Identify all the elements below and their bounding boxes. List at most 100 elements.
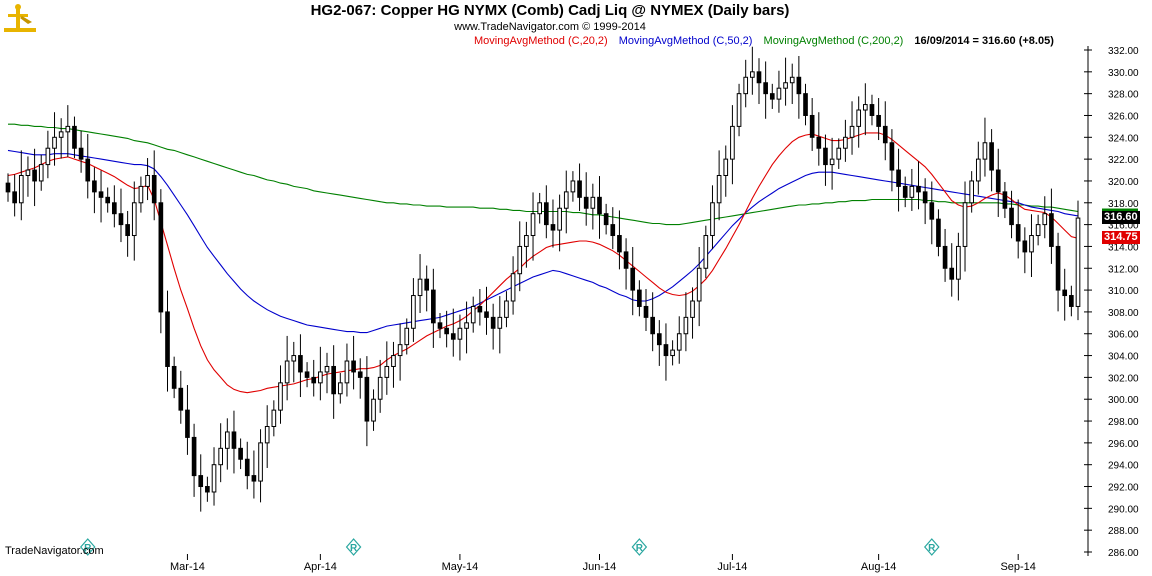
legend-ma20: MovingAvgMethod (C,20,2) — [474, 35, 608, 47]
candle-down — [769, 93, 775, 100]
legend-ma200: MovingAvgMethod (C,200,2) — [763, 35, 904, 47]
legend: MovingAvgMethod (C,20,2) MovingAvgMethod… — [474, 35, 1062, 47]
candle-down — [763, 82, 768, 95]
candle-down — [98, 191, 104, 198]
ma20-value-badge: 314.75 — [1102, 231, 1140, 245]
candle-down — [364, 376, 370, 422]
y-tick-label: 306.00 — [1108, 330, 1139, 341]
candle-down — [1002, 191, 1008, 209]
roll-marker-label: R — [928, 543, 936, 554]
candle-down — [603, 213, 609, 226]
x-tick-label: Apr-14 — [304, 561, 337, 573]
y-tick-label: 286.00 — [1108, 548, 1139, 559]
candle-up — [284, 360, 290, 384]
candle-up — [397, 344, 403, 357]
candle-up — [1035, 224, 1041, 237]
x-tick-label: Mar-14 — [170, 561, 205, 573]
candle-up — [65, 125, 71, 133]
candle-down — [477, 305, 483, 313]
y-tick-label: 320.00 — [1108, 177, 1139, 188]
x-axis: Mar-14 Apr-14 May-14 Jun-14 Jul-14 Aug-14 Sep-… — [170, 554, 1036, 573]
roll-marker-icon — [345, 538, 362, 556]
candle-down — [191, 436, 197, 477]
candle-up — [318, 371, 323, 384]
candle-down — [178, 387, 184, 411]
y-tick-label: 330.00 — [1108, 68, 1139, 79]
candle-up — [789, 76, 795, 84]
candle-down — [936, 218, 941, 247]
candle-down — [1062, 289, 1068, 297]
x-tick-label: Jul-14 — [717, 561, 747, 573]
candle-up — [856, 109, 862, 127]
candle-down — [650, 316, 655, 335]
candle-down — [304, 371, 310, 378]
candle-up — [58, 131, 64, 138]
y-tick-label: 314.00 — [1108, 242, 1139, 253]
candle-down — [238, 447, 243, 460]
candle-down — [165, 311, 170, 367]
candle-up — [723, 158, 729, 176]
candle-down — [251, 475, 257, 482]
candle-down — [876, 114, 881, 127]
candle-down — [444, 327, 449, 335]
candle-down — [550, 224, 556, 231]
candle-down — [922, 191, 928, 204]
candle-up — [271, 409, 277, 427]
x-tick-label: Sep-14 — [1000, 561, 1035, 573]
candle-down — [896, 169, 901, 187]
y-tick-label: 310.00 — [1108, 286, 1139, 297]
candle-down — [351, 360, 356, 373]
candle-up — [218, 447, 223, 466]
candle-up — [563, 191, 569, 209]
y-tick-label: 294.00 — [1108, 461, 1139, 472]
candle-up — [863, 104, 868, 111]
candle-up — [510, 273, 516, 302]
y-tick-label: 318.00 — [1108, 199, 1139, 210]
candle-up — [224, 431, 230, 449]
ma200-line — [8, 123, 1079, 226]
candle-down — [1009, 207, 1014, 226]
legend-ma50: MovingAvgMethod (C,50,2) — [618, 35, 753, 47]
candle-down — [916, 185, 921, 193]
candle-down — [1055, 245, 1061, 291]
candle-up — [337, 382, 343, 395]
candle-down — [424, 278, 430, 291]
candle-up — [590, 196, 596, 209]
trade-navigator-logo — [2, 2, 38, 39]
candle-down — [543, 202, 549, 226]
candle-up — [384, 365, 390, 378]
candle-up — [676, 333, 682, 351]
candle-down — [942, 245, 948, 269]
candle-down — [617, 235, 622, 253]
candle-up — [537, 202, 543, 215]
x-tick-label: May-14 — [442, 561, 479, 573]
candle-down — [610, 224, 616, 237]
candle-down — [171, 365, 177, 389]
candle-up — [670, 349, 675, 357]
ma50-line-group — [7, 149, 1079, 334]
candle-up — [962, 202, 968, 247]
candle-down — [311, 376, 317, 384]
candle-down — [577, 180, 582, 198]
candle-up — [909, 185, 915, 198]
candle-up — [776, 87, 782, 100]
candle-down — [823, 147, 828, 166]
candle-down — [1015, 224, 1021, 242]
candle-down — [298, 355, 303, 373]
candle-up — [524, 235, 529, 247]
chart-title: HG2-067: Copper HG NYMX (Comb) Cadj Liq … — [310, 2, 790, 19]
candle-up — [956, 245, 961, 280]
candle-up — [38, 164, 44, 182]
candle-down — [882, 125, 888, 144]
y-tick-label: 290.00 — [1108, 504, 1139, 515]
candle-down — [484, 311, 489, 318]
y-tick-label: 316.00 — [1108, 221, 1139, 232]
roll-marker-label: R — [84, 543, 92, 554]
candle-up — [969, 180, 974, 204]
candle-up — [411, 295, 416, 329]
candle-down — [929, 202, 935, 220]
candle-up — [1042, 213, 1048, 226]
candle-up — [1029, 235, 1034, 253]
